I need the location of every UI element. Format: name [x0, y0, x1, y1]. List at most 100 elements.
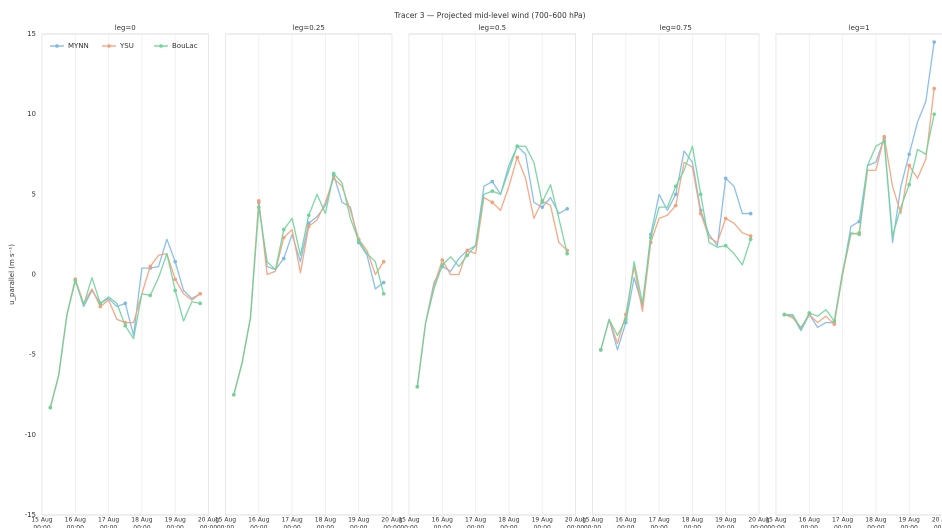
series-marker	[932, 86, 936, 91]
x-tick-label: 18 Aug	[498, 517, 519, 524]
series-marker	[832, 322, 837, 327]
plot-area	[41, 33, 209, 516]
x-tick-label: 15 Aug	[582, 517, 603, 524]
series-marker	[723, 176, 728, 181]
series-marker	[882, 134, 887, 139]
x-tick-time: 00:00	[584, 525, 601, 528]
series-marker	[648, 235, 653, 240]
series-marker	[723, 216, 728, 221]
x-tick-label: 15 Aug	[215, 517, 236, 524]
series-marker	[490, 189, 495, 193]
x-tick-label: 17 Aug	[648, 517, 669, 524]
panel-title: leg=0.5	[478, 24, 506, 32]
series-marker	[907, 163, 911, 168]
plot-area	[775, 33, 942, 516]
series-marker	[281, 227, 286, 232]
x-tick-time: 00:00	[467, 525, 484, 528]
x-tick-label: 20 Aug	[198, 517, 219, 524]
series-marker	[48, 405, 53, 410]
series-marker	[515, 144, 520, 149]
series-marker	[540, 205, 544, 209]
series-marker	[98, 304, 103, 309]
plot-area	[408, 33, 576, 516]
x-tick-label: 20 Aug	[932, 517, 942, 524]
x-tick-label: 20 Aug	[565, 517, 586, 524]
series-marker	[381, 259, 386, 264]
x-tick-time: 00:00	[934, 525, 942, 528]
plot-area	[592, 33, 760, 516]
x-tick-label: 18 Aug	[865, 517, 886, 524]
x-tick-label: 20 Aug	[748, 517, 769, 524]
x-tick-label: 16 Aug	[432, 517, 453, 524]
series-marker	[465, 253, 470, 258]
series-marker	[540, 200, 544, 205]
legend-label: MYNN	[68, 42, 89, 50]
x-tick-time: 00:00	[901, 525, 918, 528]
series-marker	[565, 206, 569, 211]
series-marker	[281, 256, 286, 261]
y-tick-label: -10	[25, 431, 36, 439]
x-tick-label: 18 Aug	[682, 517, 703, 524]
x-tick-time: 00:00	[750, 525, 767, 528]
y-tick-label: -15	[25, 511, 36, 519]
legend-label: YSU	[119, 42, 134, 50]
series-marker	[857, 232, 862, 237]
series-marker	[98, 301, 103, 306]
x-tick-time: 00:00	[33, 525, 50, 528]
y-tick-label: 10	[27, 110, 36, 118]
x-tick-time: 00:00	[400, 525, 417, 528]
x-tick-label: 19 Aug	[532, 517, 553, 524]
series-marker	[673, 184, 678, 189]
series-marker	[932, 112, 936, 116]
x-tick-time: 00:00	[767, 525, 784, 528]
series-marker	[148, 293, 153, 298]
series-marker	[515, 155, 520, 160]
series-marker	[440, 258, 445, 262]
panel-title: leg=0.25	[293, 24, 325, 32]
series-marker	[331, 171, 336, 176]
y-axis-label: u_parallel (m s⁻¹)	[8, 244, 16, 305]
panel-title: leg=0	[115, 24, 136, 32]
series-marker	[173, 288, 177, 293]
x-tick-time: 00:00	[133, 525, 150, 528]
series-marker	[257, 205, 261, 209]
series-marker	[907, 152, 911, 157]
plot-area	[225, 33, 393, 516]
series-marker	[932, 40, 936, 44]
series-marker	[907, 182, 911, 187]
series-marker	[490, 200, 495, 205]
x-tick-time: 00:00	[317, 525, 334, 528]
legend-label: BouLac	[172, 42, 198, 50]
y-tick-label: 5	[32, 190, 36, 198]
series-marker	[748, 211, 753, 216]
series-marker	[624, 317, 628, 322]
series-marker	[173, 259, 177, 264]
series-marker	[673, 192, 678, 197]
series-marker	[807, 311, 812, 315]
x-tick-label: 16 Aug	[615, 517, 636, 524]
series-marker	[123, 324, 128, 328]
series-marker	[381, 291, 386, 296]
series-marker	[415, 384, 420, 389]
series-marker	[148, 264, 153, 269]
x-tick-label: 15 Aug	[765, 517, 786, 524]
series-marker	[356, 239, 361, 243]
legend-marker	[159, 44, 163, 48]
series-marker	[306, 213, 311, 217]
x-tick-label: 17 Aug	[281, 517, 302, 524]
x-tick-time: 00:00	[684, 525, 701, 528]
x-tick-time: 00:00	[834, 525, 851, 528]
series-marker	[232, 392, 236, 397]
x-tick-label: 17 Aug	[465, 517, 486, 524]
x-tick-label: 16 Aug	[799, 517, 820, 524]
figure-title: Tracer 3 — Projected mid-level wind (700…	[393, 11, 585, 20]
x-tick-time: 00:00	[567, 525, 584, 528]
x-tick-time: 00:00	[717, 525, 734, 528]
series-marker	[698, 211, 703, 216]
x-tick-time: 00:00	[650, 525, 667, 528]
series-marker	[673, 203, 678, 208]
series-marker	[748, 237, 753, 242]
